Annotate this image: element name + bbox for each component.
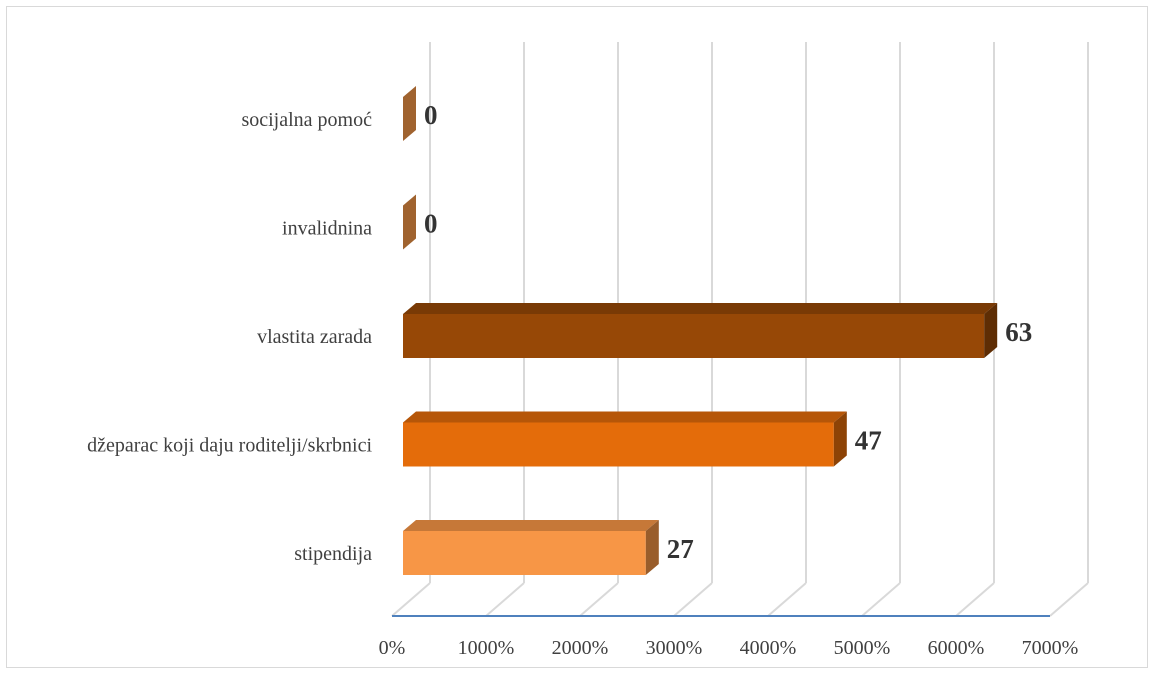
- bar-front-face: [403, 531, 646, 575]
- bars: [403, 86, 997, 575]
- x-tick-label: 3000%: [646, 637, 703, 659]
- x-tick-label: 4000%: [740, 637, 797, 659]
- category-labels: stipendija džeparac koji daju roditelji/s…: [87, 109, 372, 565]
- data-label: 0: [424, 209, 438, 239]
- category-label: džeparac koji daju roditelji/skrbnici: [87, 435, 372, 457]
- data-label: 63: [1005, 317, 1032, 347]
- floor-gridline: [674, 583, 712, 616]
- floor-gridline: [862, 583, 900, 616]
- data-label: 0: [424, 100, 438, 130]
- bar-socijalna-pomoc: [403, 86, 416, 141]
- bar-side-face: [403, 195, 416, 250]
- category-label: invalidnina: [282, 218, 372, 240]
- floor-gridline: [486, 583, 524, 616]
- category-label: stipendija: [294, 543, 372, 565]
- data-label: 27: [667, 534, 694, 564]
- bar-invalidnina: [403, 195, 416, 250]
- floor-gridline: [1050, 583, 1088, 616]
- bar-top-face: [403, 303, 997, 314]
- bar-dzeparac-koji-daju-roditelji-skrbnici: [403, 412, 847, 467]
- bar-vlastita-zarada: [403, 303, 997, 358]
- x-tick-label: 1000%: [458, 637, 515, 659]
- bar-stipendija: [403, 520, 659, 575]
- category-label: vlastita zarada: [257, 326, 372, 348]
- x-tick-label: 5000%: [834, 637, 891, 659]
- x-tick-label: 2000%: [552, 637, 609, 659]
- x-tick-label: 7000%: [1022, 637, 1079, 659]
- floor-gridline: [580, 583, 618, 616]
- floor-gridline: [768, 583, 806, 616]
- floor-gridline: [956, 583, 994, 616]
- bar-top-face: [403, 520, 659, 531]
- bar-front-face: [403, 423, 834, 467]
- x-tick-label: 6000%: [928, 637, 985, 659]
- floor-gridline: [392, 583, 430, 616]
- bar-side-face: [403, 86, 416, 141]
- bar-top-face: [403, 412, 847, 423]
- category-label: socijalna pomoć: [241, 109, 372, 131]
- x-tick-label: 0%: [379, 637, 406, 659]
- x-tick-labels: 0% 1000% 2000% 3000% 4000% 5000% 6000% 7000%: [379, 637, 1079, 659]
- data-label: 47: [855, 426, 882, 456]
- bar-front-face: [403, 314, 984, 358]
